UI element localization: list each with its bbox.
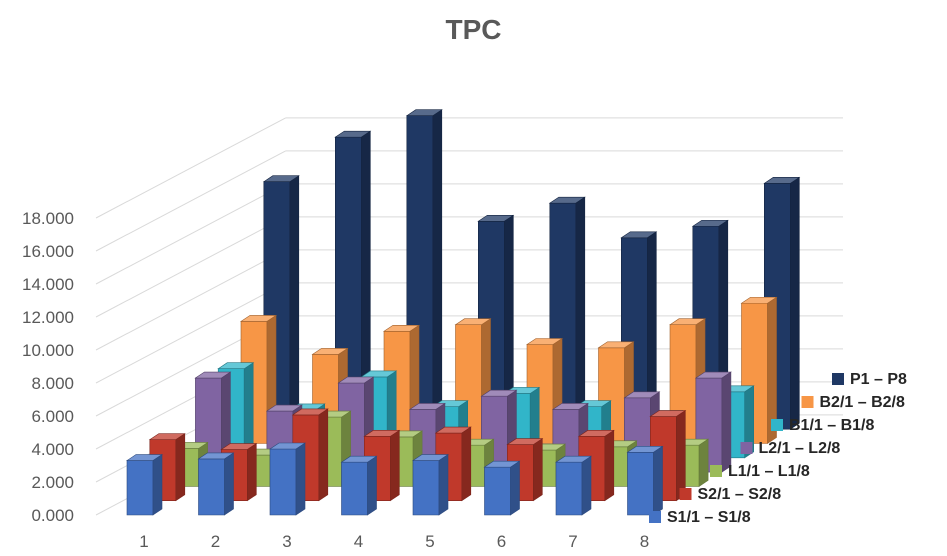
legend-swatch (741, 442, 753, 454)
bar-face (628, 452, 654, 515)
bar (485, 461, 520, 515)
legend-label: L1/1 – L1/8 (728, 463, 810, 480)
bar (342, 456, 377, 515)
x-tick-label: 2 (211, 532, 220, 551)
bar-face (582, 456, 591, 515)
bar-face (433, 110, 442, 430)
legend-label: S2/1 – S2/8 (698, 486, 782, 503)
x-tick-label: 3 (282, 532, 291, 551)
bar-face (556, 462, 582, 515)
x-tick-label: 1 (139, 532, 148, 551)
legend-swatch (710, 465, 722, 477)
bar-face (485, 467, 511, 515)
legend-swatch (832, 373, 844, 385)
bar-face (654, 446, 663, 515)
gridline-diagonal (96, 217, 286, 317)
bar-face (319, 409, 328, 501)
y-tick-label: 2.000 (31, 473, 74, 492)
bar-face (439, 455, 448, 515)
bar (413, 455, 448, 515)
bar (556, 456, 591, 515)
bar-face (390, 430, 399, 500)
bar-face (290, 176, 299, 430)
y-tick-label: 18.000 (22, 209, 74, 228)
bar-face (127, 461, 153, 515)
legend-swatch (649, 511, 661, 523)
legend-swatch (802, 396, 814, 408)
bar-face (225, 453, 234, 515)
bar (628, 446, 663, 515)
bar-face (368, 456, 377, 515)
legend-swatch (680, 488, 692, 500)
gridline-diagonal (96, 184, 286, 284)
bar-face (676, 411, 685, 501)
x-tick-label: 4 (354, 532, 363, 551)
gridline-diagonal (96, 151, 286, 251)
bar (199, 453, 234, 515)
bar-face (413, 461, 439, 515)
legend-label: P1 – P8 (850, 371, 907, 388)
bar-face (270, 449, 296, 515)
y-tick-label: 8.000 (31, 374, 74, 393)
y-tick-label: 14.000 (22, 275, 74, 294)
legend-label: L2/1 – L2/8 (759, 440, 841, 457)
bar-face (342, 462, 368, 515)
bar-face (462, 427, 471, 501)
bar-face (296, 443, 305, 515)
y-tick-label: 6.000 (31, 407, 74, 426)
bar-face (199, 459, 225, 515)
y-tick-label: 0.000 (31, 506, 74, 525)
x-tick-label: 7 (568, 532, 577, 551)
bar-face (790, 177, 799, 429)
bar-face (533, 439, 542, 501)
bar-face (605, 430, 614, 500)
bar-face (247, 444, 256, 501)
legend-swatch (771, 419, 783, 431)
bar (127, 455, 162, 515)
x-tick-label: 8 (640, 532, 649, 551)
y-tick-label: 10.000 (22, 341, 74, 360)
y-tick-label: 16.000 (22, 242, 74, 261)
legend-label: B2/1 – B2/8 (820, 394, 905, 411)
bar-face (576, 197, 585, 429)
bar-face (722, 372, 731, 472)
bar-face (699, 439, 708, 486)
legend-label: B1/1 – B1/8 (789, 417, 874, 434)
y-tick-label: 12.000 (22, 308, 74, 327)
bar (270, 443, 305, 515)
bar-face (511, 461, 520, 515)
x-tick-label: 5 (425, 532, 434, 551)
y-tick-label: 4.000 (31, 440, 74, 459)
gridline-diagonal (96, 118, 286, 218)
bar-face (176, 434, 185, 501)
x-tick-label: 6 (497, 532, 506, 551)
bar-face (153, 455, 162, 515)
legend-label: S1/1 – S1/8 (667, 509, 751, 526)
